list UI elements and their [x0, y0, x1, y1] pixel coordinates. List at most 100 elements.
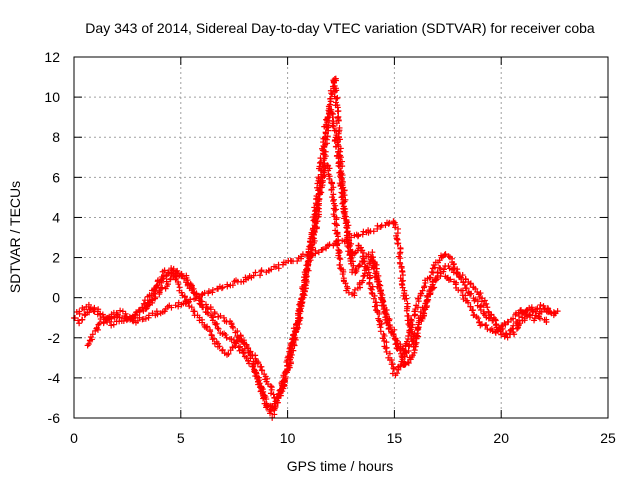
data-point	[168, 304, 175, 311]
data-point	[483, 300, 490, 307]
data-point	[393, 345, 400, 352]
data-point	[288, 351, 295, 358]
data-point	[366, 279, 373, 286]
data-point	[414, 295, 421, 302]
data-point	[333, 206, 340, 213]
data-point	[403, 307, 410, 314]
data-point	[391, 365, 398, 372]
data-point	[545, 309, 552, 316]
data-point	[536, 315, 543, 322]
data-point	[475, 315, 482, 322]
data-point	[356, 261, 363, 268]
x-axis-label: GPS time / hours	[287, 458, 394, 474]
data-point	[515, 313, 522, 320]
data-point	[108, 322, 115, 329]
data-point	[258, 367, 265, 374]
data-point	[424, 296, 431, 303]
x-axis-ticks: 0 5 10 15 20 25	[70, 57, 616, 446]
data-point	[463, 285, 470, 292]
data-point	[324, 133, 331, 140]
data-point	[79, 316, 86, 323]
data-point	[111, 314, 118, 321]
data-point	[134, 317, 141, 324]
data-point	[405, 321, 412, 328]
data-point	[85, 301, 92, 308]
data-point	[304, 253, 311, 260]
data-point	[377, 328, 384, 335]
data-point	[230, 324, 237, 331]
data-point	[175, 281, 182, 288]
data-point	[85, 340, 92, 347]
data-point	[337, 174, 344, 181]
data-point	[267, 383, 274, 390]
data-point	[204, 305, 211, 312]
data-point	[470, 307, 477, 314]
data-point	[209, 336, 216, 343]
data-point	[337, 256, 344, 263]
data-point	[76, 320, 83, 327]
data-point	[129, 317, 136, 324]
data-point	[461, 281, 468, 288]
series-track-c	[139, 75, 550, 401]
data-point	[159, 284, 166, 291]
data-point	[207, 306, 214, 313]
data-point	[154, 278, 161, 285]
data-point	[331, 213, 338, 220]
y-tick-label: -2	[48, 330, 61, 346]
data-point	[245, 357, 252, 364]
plot-frame	[73, 56, 609, 419]
data-point	[437, 265, 444, 272]
data-point	[290, 341, 297, 348]
x-tick-label: 25	[600, 430, 616, 446]
data-point	[300, 294, 307, 301]
data-point	[404, 338, 411, 345]
data-point	[224, 283, 231, 290]
data-point	[417, 308, 424, 315]
data-point	[292, 336, 299, 343]
data-point	[302, 276, 309, 283]
data-point	[388, 329, 395, 336]
data-point	[467, 303, 474, 310]
data-point	[333, 221, 340, 228]
data-point	[291, 342, 298, 349]
data-point	[421, 304, 428, 311]
data-point	[442, 251, 449, 258]
data-point	[270, 391, 277, 398]
data-point	[367, 285, 374, 292]
data-point	[296, 308, 303, 315]
data-point	[394, 240, 401, 247]
data-point	[327, 108, 334, 115]
x-tick-label: 5	[177, 430, 185, 446]
data-point	[510, 315, 517, 322]
data-point	[302, 271, 309, 278]
data-point	[312, 247, 319, 254]
data-point	[412, 343, 419, 350]
data-point	[204, 309, 211, 316]
data-point	[351, 290, 358, 297]
data-point	[379, 297, 386, 304]
data-point	[440, 266, 447, 273]
data-point	[139, 304, 146, 311]
data-point	[222, 331, 229, 338]
data-point	[401, 347, 408, 354]
data-point	[308, 242, 315, 249]
data-point	[269, 403, 276, 410]
data-point	[338, 175, 345, 182]
data-point	[370, 295, 377, 302]
data-point	[481, 297, 488, 304]
data-point	[214, 325, 221, 332]
data-point	[315, 195, 322, 202]
data-point	[204, 323, 211, 330]
data-point	[427, 283, 434, 290]
data-point	[240, 350, 247, 357]
data-point	[386, 219, 393, 226]
data-point	[327, 95, 334, 102]
data-point	[450, 261, 457, 268]
y-tick-label: 2	[52, 250, 60, 266]
data-point	[470, 312, 477, 319]
data-point	[234, 328, 241, 335]
data-point	[389, 328, 396, 335]
data-point	[377, 290, 384, 297]
data-point	[120, 318, 127, 325]
data-point	[188, 304, 195, 311]
